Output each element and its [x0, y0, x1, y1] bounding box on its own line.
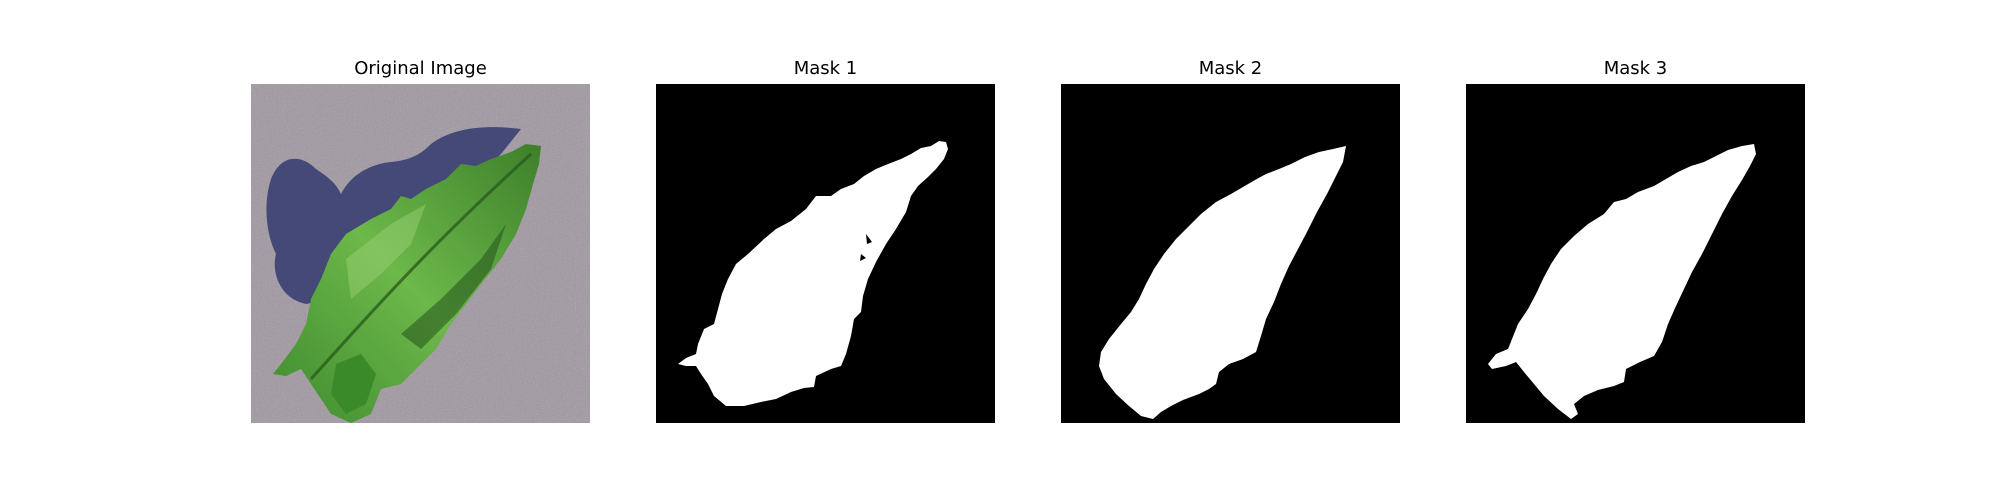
leaf-vein [309, 152, 533, 381]
panel-title: Original Image [354, 58, 487, 79]
original-leaf-photo [251, 84, 590, 423]
mask-2-image [1061, 84, 1400, 423]
mask-1-image [656, 84, 995, 423]
mask-3-image [1466, 84, 1805, 423]
leaf-highlight [346, 204, 426, 299]
panel-title: Mask 3 [1603, 58, 1668, 79]
leaf-lobe [331, 354, 376, 414]
leaf-body [273, 144, 541, 423]
mask-3-region [1488, 144, 1756, 419]
leaf-dark-fold [401, 224, 506, 349]
panel-title: Mask 2 [1198, 58, 1263, 79]
panel-title: Mask 1 [793, 58, 858, 79]
mask-1-region [678, 141, 948, 406]
mask-2-region [1099, 146, 1346, 419]
